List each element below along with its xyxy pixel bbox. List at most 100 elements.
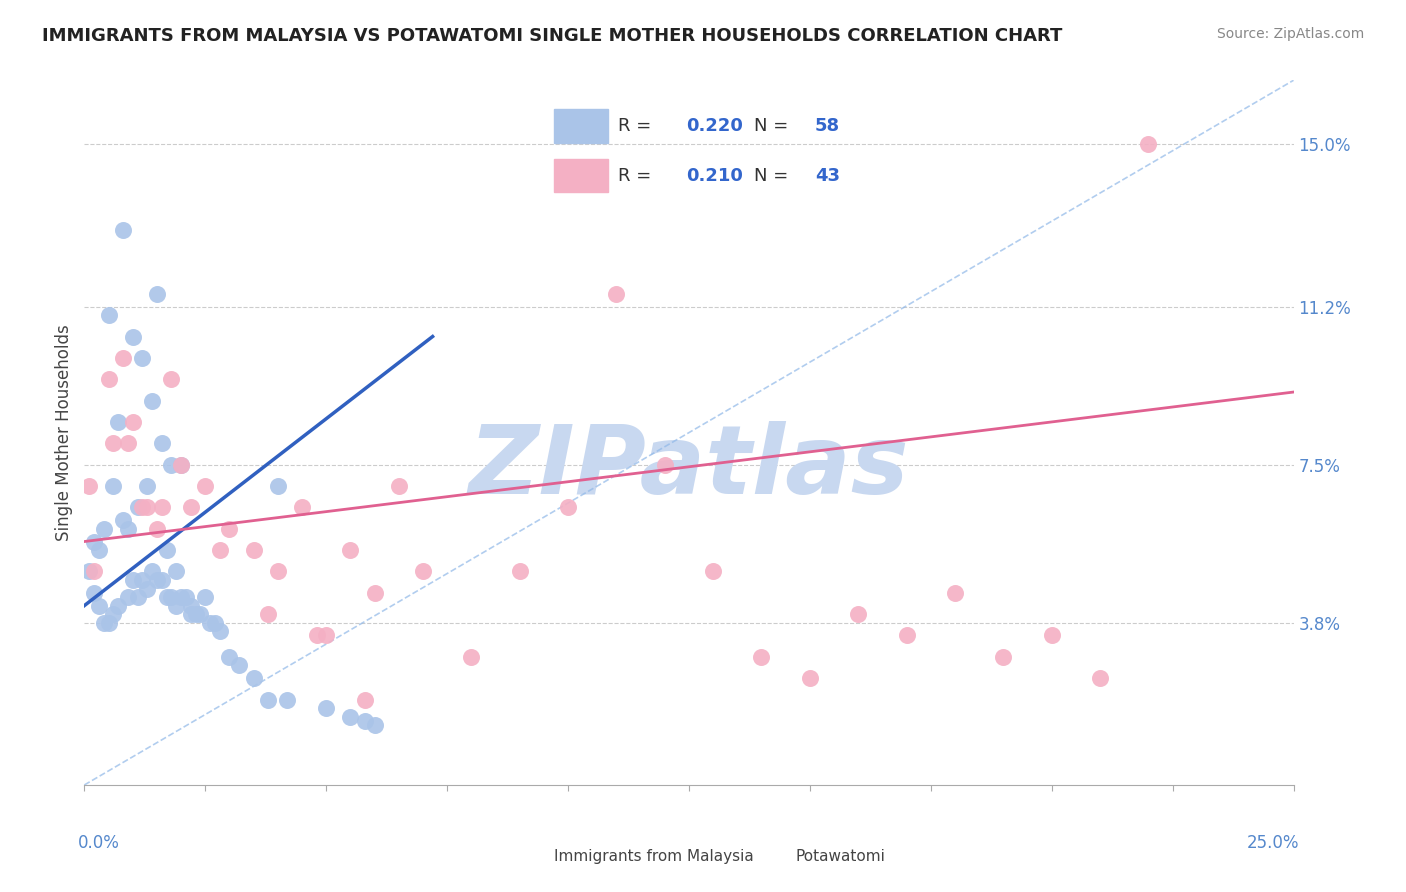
Point [170, 458, 193, 472]
Point [204, 615, 226, 630]
Point [117, 522, 139, 536]
Point [180, 607, 202, 621]
Point [136, 582, 159, 596]
Text: Source: ZipAtlas.com: Source: ZipAtlas.com [1216, 27, 1364, 41]
Point [103, 479, 125, 493]
Point [208, 543, 231, 558]
Point [127, 500, 149, 515]
Point [112, 223, 135, 237]
Point [194, 590, 217, 604]
Point [208, 624, 231, 639]
FancyBboxPatch shape [506, 845, 546, 869]
Point [339, 543, 361, 558]
Point [846, 607, 869, 621]
Point [363, 586, 385, 600]
Point [121, 415, 143, 429]
Point [97, 372, 120, 386]
Point [93, 615, 115, 630]
Text: Immigrants from Malaysia: Immigrants from Malaysia [554, 849, 754, 864]
Point [174, 590, 197, 604]
Point [150, 573, 173, 587]
Point [103, 436, 125, 450]
Point [117, 590, 139, 604]
Point [412, 565, 434, 579]
Point [131, 351, 153, 365]
Point [218, 522, 240, 536]
Point [305, 628, 328, 642]
Point [242, 671, 264, 685]
Point [112, 351, 135, 365]
Text: 0.0%: 0.0% [79, 834, 120, 852]
Point [107, 415, 129, 429]
Point [1040, 628, 1063, 642]
Point [1088, 671, 1111, 685]
Point [315, 628, 337, 642]
Point [93, 522, 115, 536]
Point [1137, 137, 1160, 152]
Point [97, 615, 120, 630]
Text: IMMIGRANTS FROM MALAYSIA VS POTAWATOMI SINGLE MOTHER HOUSEHOLDS CORRELATION CHAR: IMMIGRANTS FROM MALAYSIA VS POTAWATOMI S… [42, 27, 1063, 45]
Point [896, 628, 918, 642]
Point [107, 599, 129, 613]
Point [117, 436, 139, 450]
Point [218, 649, 240, 664]
Point [150, 436, 173, 450]
Point [605, 286, 627, 301]
Point [194, 479, 217, 493]
Point [150, 500, 173, 515]
Point [146, 573, 169, 587]
Point [160, 590, 183, 604]
Point [943, 586, 966, 600]
Point [257, 607, 280, 621]
Point [141, 393, 163, 408]
Point [242, 543, 264, 558]
Point [155, 543, 177, 558]
Point [121, 573, 143, 587]
Point [267, 479, 290, 493]
Point [180, 500, 202, 515]
Point [276, 692, 298, 706]
Point [165, 599, 187, 613]
Point [291, 500, 314, 515]
Point [363, 718, 385, 732]
FancyBboxPatch shape [748, 845, 787, 869]
Point [460, 649, 482, 664]
Point [155, 590, 177, 604]
Point [702, 565, 724, 579]
Point [83, 534, 105, 549]
Point [127, 590, 149, 604]
Point [354, 714, 377, 728]
Point [257, 692, 280, 706]
Point [121, 329, 143, 343]
Text: 25.0%: 25.0% [1247, 834, 1299, 852]
Point [228, 658, 250, 673]
Point [87, 543, 110, 558]
Point [654, 458, 676, 472]
Text: Potawatomi: Potawatomi [796, 849, 886, 864]
Point [267, 565, 290, 579]
Point [354, 692, 377, 706]
Point [146, 522, 169, 536]
Y-axis label: Single Mother Households: Single Mother Households [55, 325, 73, 541]
Point [339, 709, 361, 723]
Point [112, 513, 135, 527]
Point [993, 649, 1015, 664]
Point [146, 286, 169, 301]
Point [509, 565, 531, 579]
Point [77, 565, 100, 579]
Point [136, 479, 159, 493]
Point [83, 565, 105, 579]
Point [388, 479, 411, 493]
Point [97, 308, 120, 322]
Point [83, 586, 105, 600]
Point [77, 479, 100, 493]
Point [170, 458, 193, 472]
Point [180, 599, 202, 613]
Text: ZIPatlas: ZIPatlas [468, 421, 910, 515]
Point [141, 565, 163, 579]
Point [170, 590, 193, 604]
Point [87, 599, 110, 613]
Point [799, 671, 821, 685]
Point [315, 701, 337, 715]
Point [131, 500, 153, 515]
